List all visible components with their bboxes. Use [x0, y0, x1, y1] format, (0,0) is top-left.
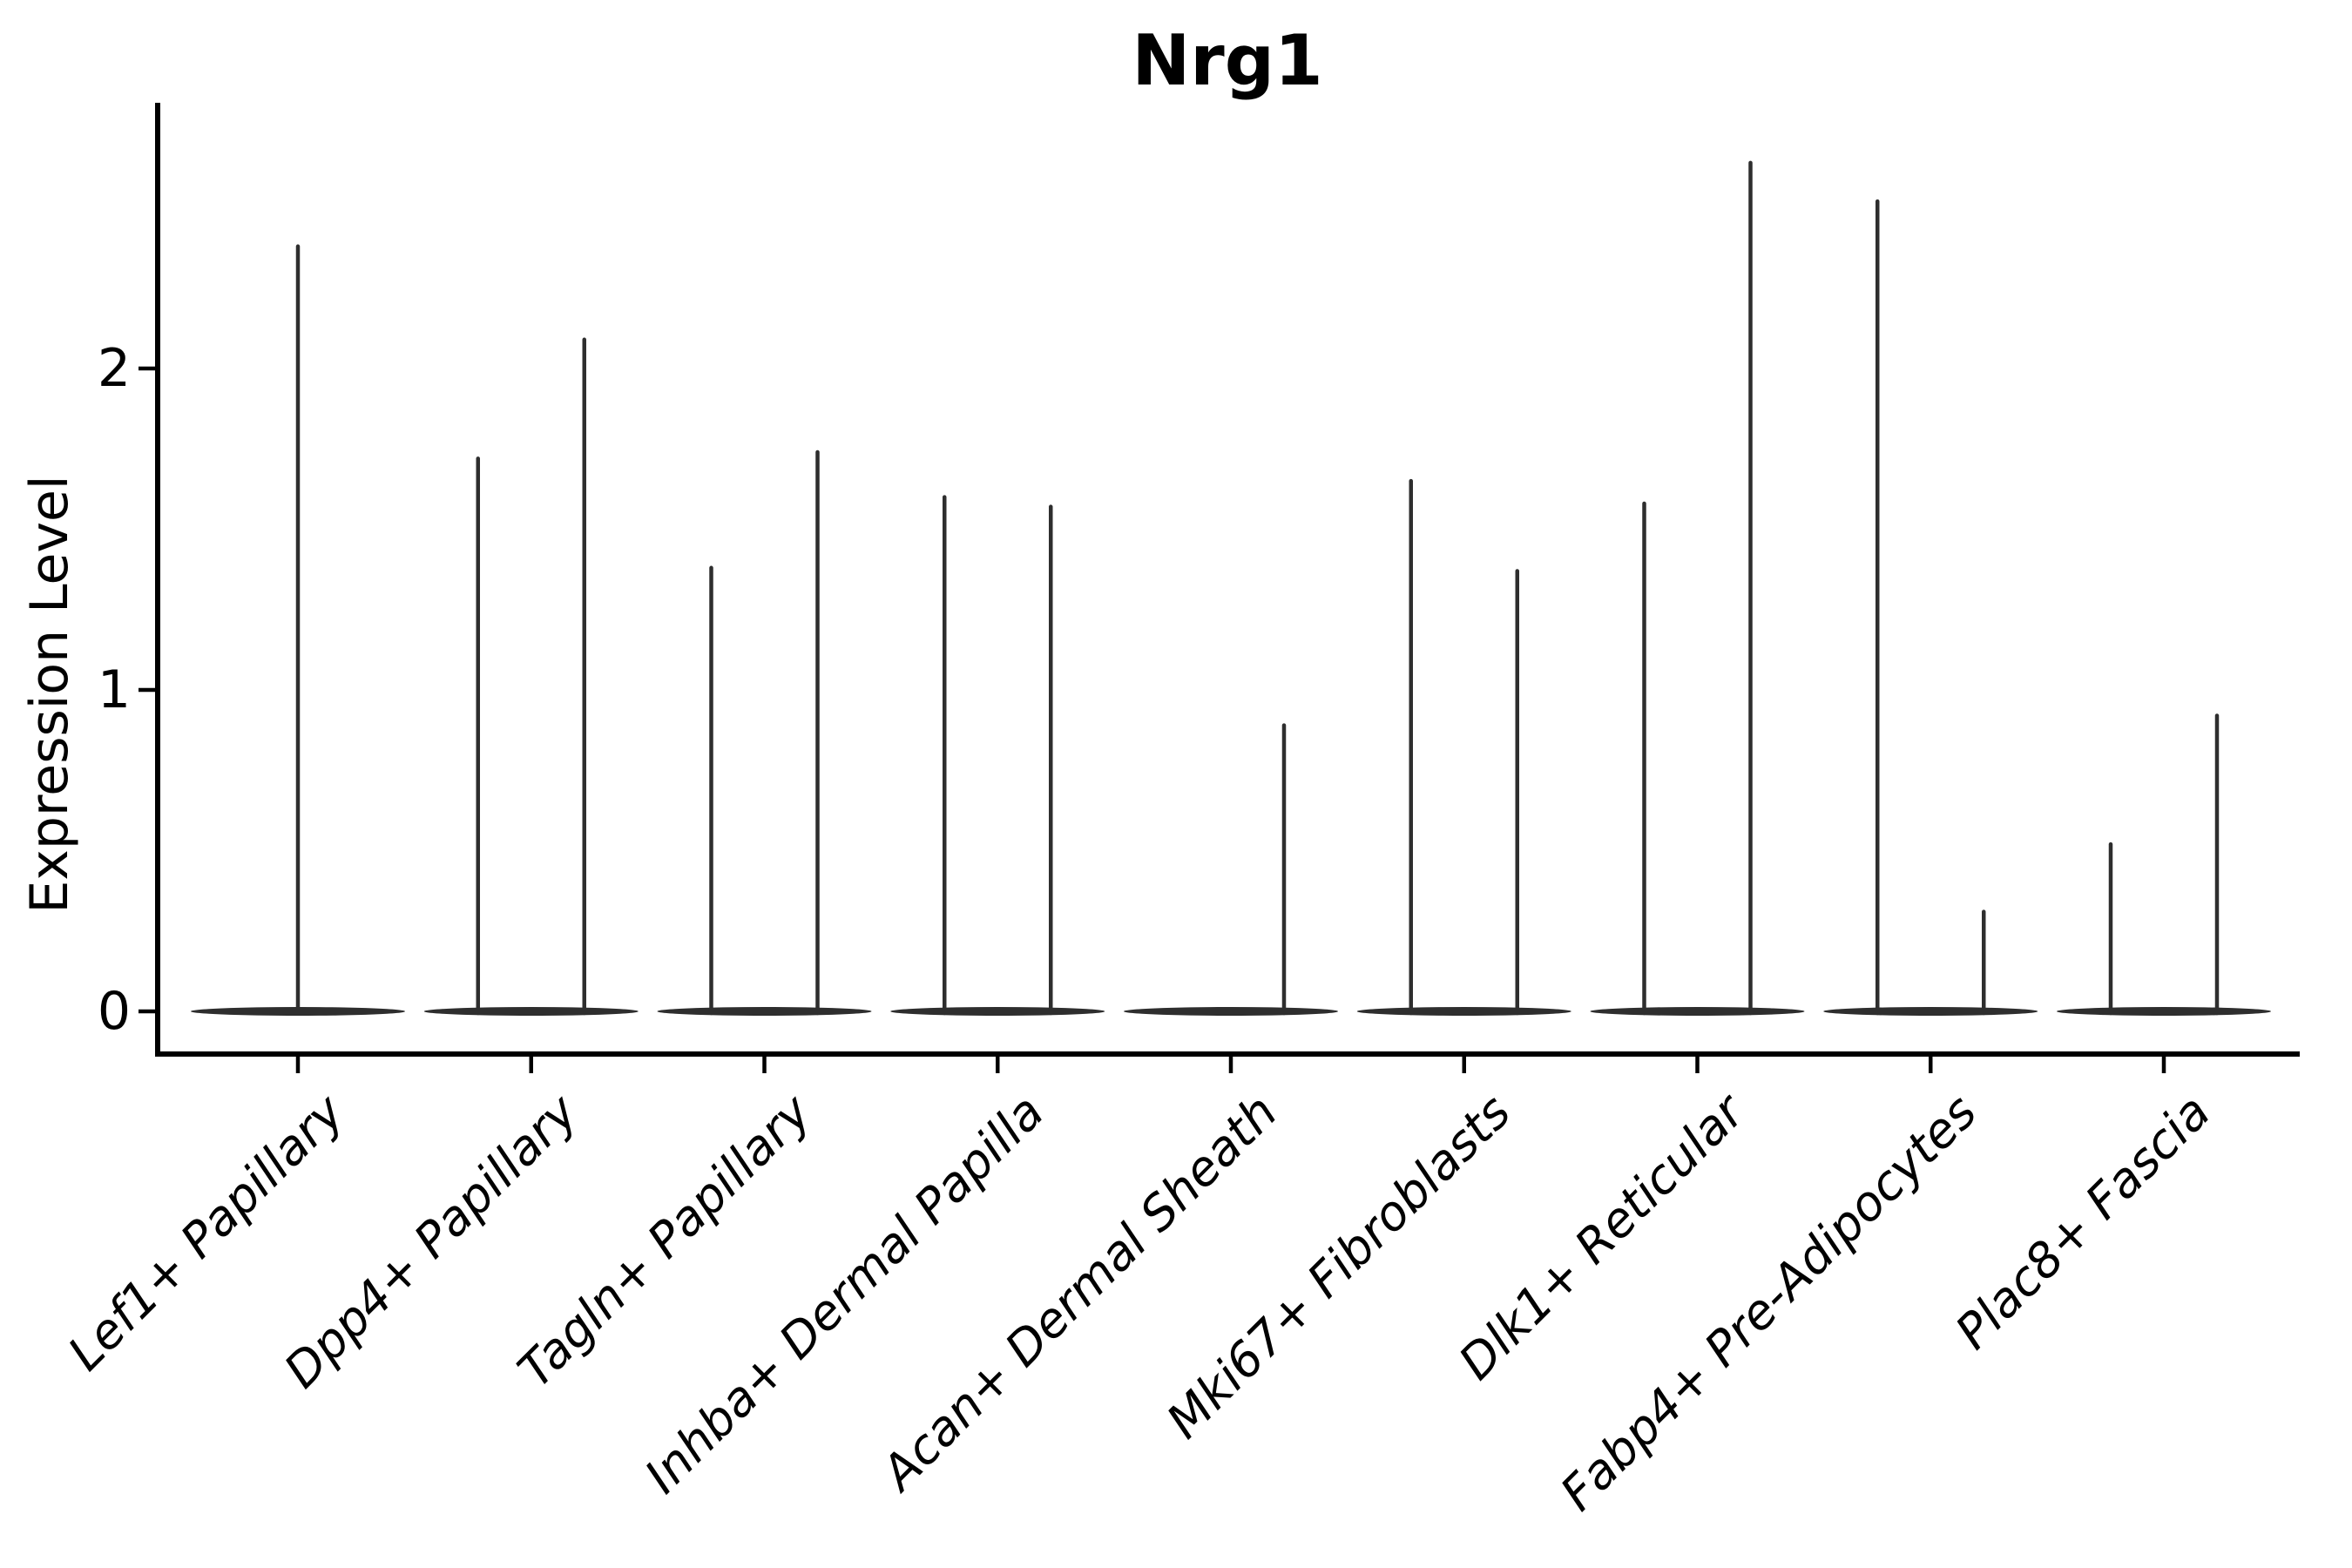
violin-body [1590, 1007, 1805, 1016]
violin-body [2057, 1007, 2271, 1016]
y-tick-label: 2 [97, 338, 131, 399]
violin-body [1124, 1007, 1338, 1016]
violin-body [1356, 1007, 1571, 1016]
y-tick-label: 1 [97, 659, 131, 720]
axes [139, 103, 2300, 1073]
chart-title: Nrg1 [1132, 20, 1323, 101]
violin-body [890, 1007, 1105, 1016]
violin-body [1823, 1007, 2038, 1016]
violin-body [423, 1007, 639, 1016]
violin-body [657, 1007, 872, 1016]
violin-bodies [191, 1007, 2271, 1016]
violin-spikes [295, 160, 2220, 1016]
y-tick-label: 0 [97, 981, 131, 1042]
